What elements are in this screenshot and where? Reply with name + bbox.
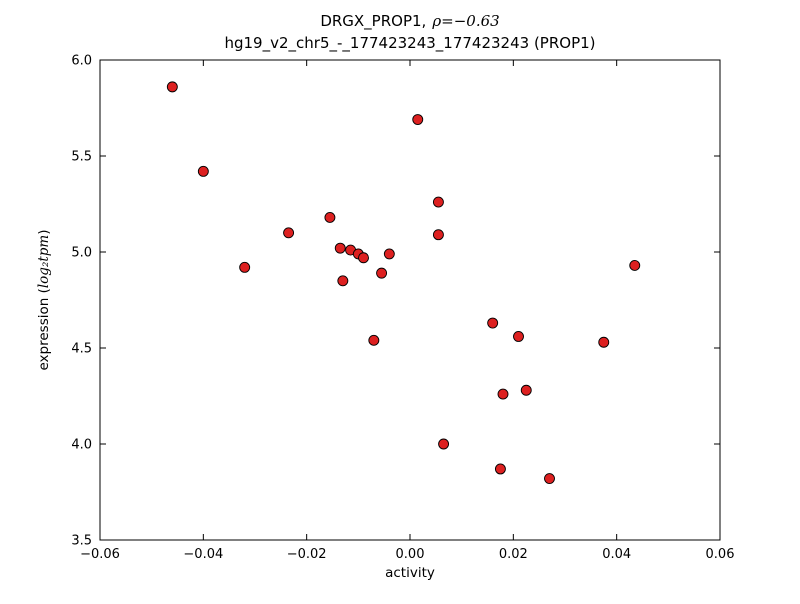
data-point <box>383 248 395 260</box>
chart-subtitle: hg19_v2_chr5_-_177423243_177423243 (PROP… <box>224 34 595 53</box>
y-tick-label: 5.0 <box>71 246 92 261</box>
data-point <box>494 463 506 475</box>
data-point <box>368 334 380 346</box>
y-tick-label: 4.0 <box>71 438 92 453</box>
x-tick-label: −0.04 <box>183 547 223 562</box>
data-point <box>513 331 524 342</box>
data-point <box>487 317 499 329</box>
x-tick-label: −0.06 <box>80 547 120 562</box>
y-tick-label: 3.5 <box>71 534 92 549</box>
data-point <box>283 227 295 239</box>
x-tick-label: 0.00 <box>396 547 425 562</box>
data-point <box>544 473 555 485</box>
data-points <box>166 81 641 485</box>
plot-area <box>100 60 720 540</box>
x-tick-label: 0.06 <box>706 547 735 562</box>
data-point <box>497 388 509 400</box>
data-point <box>358 252 369 264</box>
axis-ticks: −0.06 −0.04 −0.02 0.00 0.02 0.04 0.06 3.5 4.0 4.5… <box>71 54 734 563</box>
x-axis-label: activity <box>385 565 435 581</box>
data-point <box>520 384 532 396</box>
data-point <box>629 259 641 271</box>
data-point <box>324 211 336 223</box>
x-tick-label: −0.02 <box>287 547 327 562</box>
y-tick-label: 4.5 <box>71 342 92 357</box>
plot-border <box>99 59 721 541</box>
data-point <box>334 242 346 254</box>
data-point <box>432 196 444 208</box>
chart-title: DRGX_PROP1, ρ=−0.63 <box>320 12 499 31</box>
data-point <box>197 165 209 177</box>
x-tick-label: 0.02 <box>499 547 528 562</box>
data-point <box>598 336 610 348</box>
data-point <box>432 229 444 241</box>
data-point <box>438 438 450 450</box>
data-point <box>166 81 178 93</box>
x-tick-label: 0.04 <box>602 547 631 562</box>
y-axis-label: expression (log₂tpm) <box>36 229 52 370</box>
y-tick-label: 6.0 <box>71 54 92 69</box>
data-point <box>376 267 388 279</box>
data-point <box>337 275 349 287</box>
data-point <box>412 114 424 125</box>
data-point <box>239 261 251 273</box>
y-tick-label: 5.5 <box>71 150 92 165</box>
